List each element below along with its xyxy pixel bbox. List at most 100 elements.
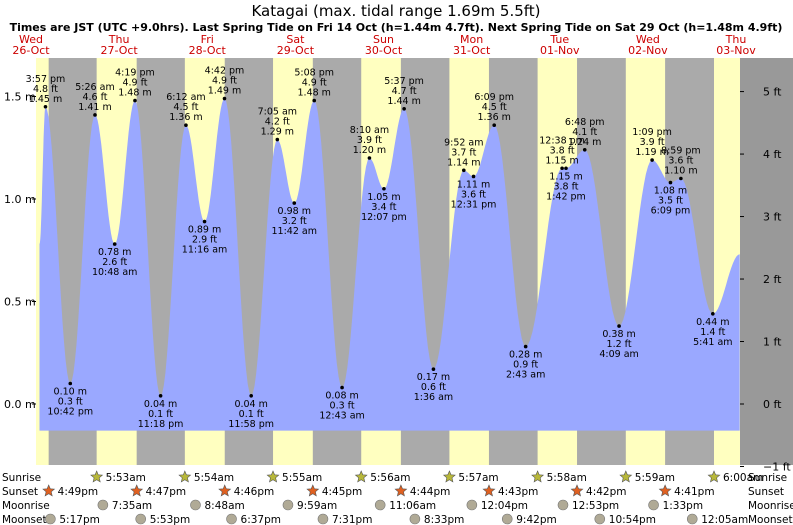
- star-icon: [218, 484, 232, 497]
- extreme-point: [382, 186, 386, 191]
- extreme-label-ft: 4.5 ft: [482, 102, 507, 113]
- star-icon: [90, 470, 104, 483]
- extreme-label-ft: 3.2 ft: [282, 216, 307, 227]
- extreme-label-time: 8:59 pm: [661, 146, 701, 157]
- extreme-label-ft: 3.9 ft: [357, 135, 382, 146]
- extreme-label-ft: 0.9 ft: [513, 360, 538, 371]
- extreme-point: [43, 104, 48, 109]
- extreme-label-m: 0.28 m: [509, 350, 542, 361]
- extreme-point: [560, 166, 564, 171]
- y-right-tick-label: 3 ft: [763, 211, 782, 224]
- extreme-label-ft: 1.4 ft: [700, 327, 725, 338]
- star-icon: [531, 470, 545, 483]
- extreme-label-time: 1:42 pm: [546, 191, 586, 202]
- sun-moon-events: Sunrise Sunrise 5:53am 5:54am 5:55am 5:56am 5:…: [2, 470, 793, 525]
- moonrise-time: 11:06am: [389, 500, 436, 512]
- moonset-time: 10:54pm: [609, 514, 656, 525]
- extreme-label-time: 11:18 pm: [138, 419, 184, 430]
- extreme-label-m: 1.19 m: [635, 147, 668, 158]
- moonset-time: 6:37pm: [241, 514, 281, 525]
- extreme-label-time: 4:19 pm: [115, 68, 155, 79]
- extreme-label-time: 12:43 am: [319, 411, 364, 422]
- extreme-label-ft: 4.9 ft: [122, 78, 147, 89]
- extreme-label-ft: 0.3 ft: [330, 401, 355, 412]
- day-date: 26-Oct: [12, 44, 50, 57]
- extreme-point: [564, 166, 568, 171]
- extreme-point: [222, 96, 227, 101]
- extreme-label-m: 1.14 m: [447, 157, 480, 168]
- extreme-label-m: 0.89 m: [188, 225, 221, 236]
- moonrise-label-left: Moonrise: [2, 500, 50, 512]
- moon-icon: [409, 513, 421, 525]
- moonrise-time: 12:04pm: [481, 500, 528, 512]
- moon-icon: [226, 513, 237, 525]
- day-date: 28-Oct: [189, 44, 227, 57]
- extreme-point: [679, 176, 683, 181]
- extreme-label-ft: 2.9 ft: [192, 235, 217, 246]
- extreme-point: [158, 394, 163, 398]
- extreme-label-time: 12:31 pm: [451, 199, 497, 210]
- sunrise-time: 5:54am: [194, 472, 234, 484]
- extreme-point: [617, 324, 621, 328]
- extreme-point: [68, 381, 73, 386]
- moonset-time: 12:05am: [701, 514, 748, 525]
- extreme-label-time: 10:42 pm: [47, 407, 93, 418]
- star-icon: [178, 470, 192, 483]
- moon-icon: [374, 499, 386, 511]
- extreme-label-m: 1.48 m: [298, 88, 331, 99]
- extreme-point: [668, 180, 673, 185]
- y-left-tick-label: 1.0 m: [4, 193, 36, 206]
- extreme-label-time: 7:05 am: [258, 107, 297, 118]
- extreme-label-m: 1.11 m: [457, 179, 490, 190]
- extreme-label-ft: 3.6 ft: [461, 189, 486, 200]
- extreme-label-m: 1.15 m: [549, 171, 582, 182]
- star-icon: [306, 484, 320, 497]
- extreme-label-m: 1.05 m: [367, 192, 400, 203]
- day-date: 27-Oct: [100, 44, 138, 57]
- extreme-label-time: 5:41 am: [693, 337, 732, 348]
- moon-icon: [135, 513, 147, 525]
- sunset-time: 4:46pm: [234, 486, 274, 498]
- extreme-label-time: 6:48 pm: [565, 117, 605, 128]
- star-icon: [482, 484, 496, 497]
- extreme-label-m: 0.17 m: [417, 372, 450, 383]
- extreme-label-ft: 3.9 ft: [640, 137, 665, 148]
- extreme-label-m: 0.04 m: [144, 399, 177, 410]
- moonrise-time: 12:53pm: [572, 500, 619, 512]
- extreme-label-ft: 4.2 ft: [265, 117, 290, 128]
- extreme-point: [275, 137, 280, 142]
- extreme-point: [202, 219, 207, 224]
- extreme-label-time: 11:42 am: [272, 226, 317, 237]
- moonset-time: 8:33pm: [424, 514, 464, 525]
- extreme-point: [523, 344, 528, 349]
- extreme-label-ft: 3.8 ft: [550, 145, 575, 156]
- day-name: Thu: [108, 33, 130, 46]
- extreme-label-time: 12:07 pm: [361, 212, 407, 223]
- extreme-label-m: 0.08 m: [325, 391, 358, 402]
- moonrise-time: 8:48am: [204, 500, 244, 512]
- star-icon: [658, 484, 672, 497]
- moonrise-time: 7:35am: [112, 500, 152, 512]
- day-date: 29-Oct: [277, 44, 315, 57]
- day-date: 03-Nov: [716, 44, 756, 57]
- star-icon: [707, 470, 721, 483]
- right-margin: [740, 58, 793, 465]
- extreme-label-ft: 4.6 ft: [82, 92, 107, 103]
- day-name: Mon: [460, 33, 483, 46]
- extreme-label-time: 1:09 pm: [632, 127, 672, 138]
- star-icon: [570, 484, 584, 497]
- moonset-time: 5:53pm: [150, 514, 190, 525]
- extreme-label-time: 5:37 pm: [384, 76, 424, 87]
- extreme-point: [582, 148, 587, 152]
- day-labels: Wed26-OctThu27-OctFri28-OctSat29-OctSun3…: [12, 33, 756, 57]
- moon-icon: [501, 513, 513, 525]
- moon-icon: [282, 499, 294, 511]
- moonset-time: 5:17pm: [59, 514, 99, 525]
- y-right-tick-label: 0 ft: [763, 398, 782, 411]
- extreme-label-time: 4:09 am: [599, 349, 638, 360]
- sunset-time: 4:49pm: [58, 486, 98, 498]
- extreme-point: [249, 394, 253, 398]
- moonset-time: 7:31pm: [332, 514, 372, 525]
- day-name: Sat: [286, 33, 305, 46]
- extreme-label-ft: 3.6 ft: [668, 156, 693, 167]
